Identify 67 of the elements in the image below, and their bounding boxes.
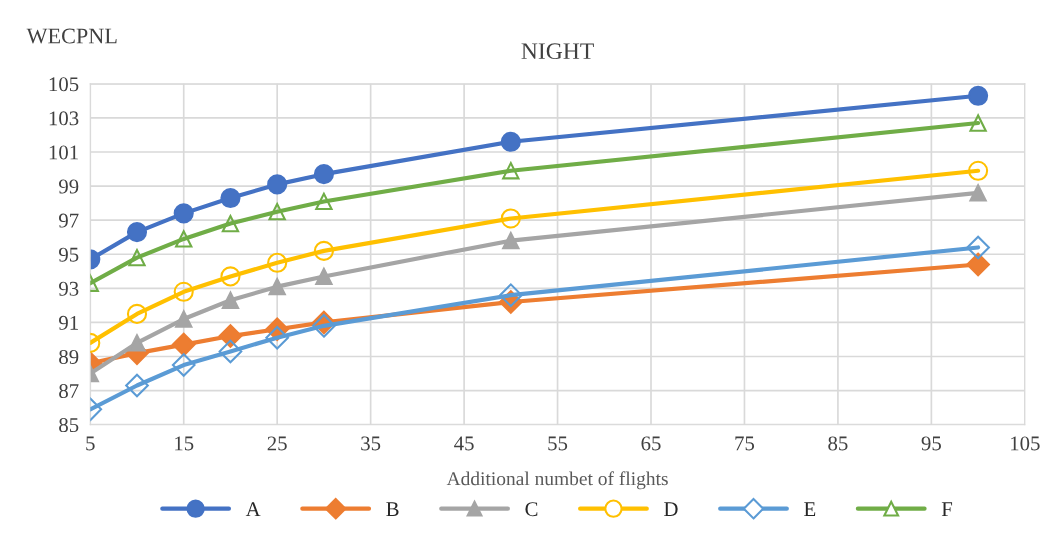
- point: [220, 187, 241, 209]
- point: [267, 174, 288, 195]
- legend-label: D: [664, 502, 678, 516]
- point: [220, 266, 241, 287]
- point: [268, 202, 286, 221]
- x-tick-label: 35: [361, 436, 381, 451]
- y-axis-title: WECPNL: [26, 28, 117, 44]
- point: [126, 303, 148, 324]
- point: [175, 310, 193, 328]
- y-tick-label: 103: [49, 111, 79, 126]
- point: [968, 160, 989, 181]
- point: [125, 373, 149, 398]
- point: [969, 184, 987, 202]
- legend-label: F: [941, 502, 953, 516]
- x-tick-label: 15: [175, 436, 194, 451]
- y-tick-label: 91: [59, 315, 78, 330]
- point: [315, 192, 333, 211]
- point: [171, 332, 196, 357]
- x-tick-label: 95: [921, 436, 941, 451]
- y-tick-label: 101: [49, 145, 78, 160]
- point: [502, 231, 520, 250]
- y-tick-label: 93: [59, 281, 79, 296]
- point: [171, 353, 196, 377]
- y-tick-label: 105: [49, 77, 79, 92]
- x-tick-label: 5: [86, 436, 95, 451]
- y-tick-label: 89: [59, 349, 79, 364]
- point: [498, 283, 523, 308]
- x-tick-label: 65: [641, 436, 661, 451]
- legend-label: E: [804, 502, 816, 516]
- x-tick-label: 55: [548, 436, 568, 451]
- y-tick-label: 97: [59, 213, 79, 228]
- point: [265, 325, 290, 350]
- point: [218, 339, 243, 364]
- legend-label: A: [245, 502, 261, 516]
- point: [126, 222, 148, 243]
- x-axis-title: Additional numbet of flights: [446, 471, 668, 490]
- y-tick-label: 85: [59, 418, 79, 433]
- x-tick-label: 25: [267, 436, 287, 451]
- point: [313, 164, 334, 185]
- point: [175, 230, 193, 248]
- point: [966, 252, 990, 277]
- y-tick-label: 99: [59, 179, 79, 194]
- point: [500, 208, 521, 229]
- point: [267, 252, 288, 273]
- point: [128, 249, 146, 267]
- x-tick-label: 75: [735, 436, 755, 451]
- point: [173, 203, 194, 224]
- point: [128, 334, 146, 352]
- point: [221, 291, 240, 309]
- x-tick-label: 45: [454, 436, 474, 451]
- chart-title: NIGHT: [521, 43, 594, 60]
- point: [315, 267, 333, 286]
- x-tick-label: 85: [828, 436, 848, 451]
- legend-label: C: [525, 502, 538, 517]
- point: [221, 214, 240, 233]
- point: [268, 277, 286, 296]
- point: [966, 235, 990, 260]
- legend-label: B: [386, 502, 399, 517]
- y-tick-label: 95: [59, 247, 79, 262]
- point: [968, 85, 989, 106]
- point: [500, 131, 521, 152]
- point: [969, 114, 987, 132]
- point: [313, 240, 334, 261]
- y-tick-label: 87: [59, 383, 79, 399]
- point: [173, 281, 194, 302]
- point: [502, 162, 520, 180]
- x-tick-label: 105: [1011, 436, 1040, 451]
